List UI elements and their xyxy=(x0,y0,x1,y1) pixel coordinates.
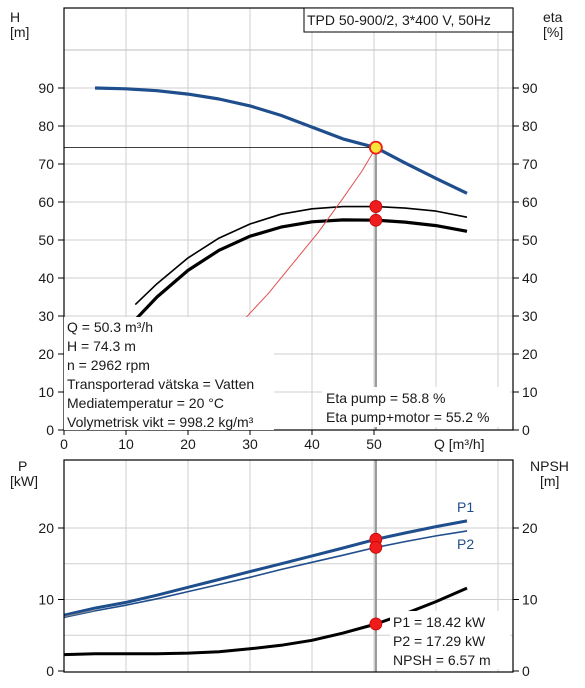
h-tick-label-70: 70 xyxy=(38,156,54,172)
eta-axis-symbol: eta xyxy=(543,9,563,25)
P2-curve xyxy=(63,530,468,619)
eta-line-1: Eta pump+motor = 55.2 % xyxy=(326,409,489,425)
npsh-axis-symbol: NPSH xyxy=(530,458,569,474)
h-tick-label-0: 0 xyxy=(46,422,54,438)
bottom-info-line-0: P1 = 18.42 kW xyxy=(393,614,486,630)
eta-pump-point xyxy=(369,200,383,213)
title-box xyxy=(303,7,514,33)
h-tick-label-80: 80 xyxy=(38,118,54,134)
bottom-info-line-2: NPSH = 6.57 m xyxy=(393,652,491,668)
h-tick-label-90: 90 xyxy=(38,80,54,96)
npsh-tick-label-0: 0 xyxy=(522,663,530,679)
p2-point xyxy=(369,540,383,554)
title-box-text: TPD 50-900/2, 3*400 V, 50Hz xyxy=(307,12,491,28)
eta-tick-label-60: 60 xyxy=(522,194,538,210)
eta-tick-label-70: 70 xyxy=(522,156,538,172)
info-line-5: Volymetrisk vikt = 998.2 kg/m³ xyxy=(67,414,254,430)
bottom-info-line-1: P2 = 17.29 kW xyxy=(393,633,486,649)
info-line-2: n = 2962 rpm xyxy=(67,357,150,373)
p-tick-label-0: 0 xyxy=(46,663,54,679)
eta-tick-label-80: 80 xyxy=(522,118,538,134)
p-axis-symbol: P xyxy=(18,458,27,474)
p-tick-label-20: 20 xyxy=(38,520,54,536)
npsh-axis-unit: [m] xyxy=(540,473,559,489)
h-axis-symbol: H xyxy=(10,9,20,25)
npsh-tick-label-10: 10 xyxy=(522,592,538,608)
eta-tick-label-90: 90 xyxy=(522,80,538,96)
eta-pump-motor-curve xyxy=(134,218,468,321)
eta-axis-unit: [%] xyxy=(543,24,563,40)
h-tick-label-30: 30 xyxy=(38,308,54,324)
info-box xyxy=(64,317,274,430)
p-start-line xyxy=(63,609,96,618)
x-axis-label: Q [m³/h] xyxy=(434,436,485,452)
top-plot-frame xyxy=(63,7,514,431)
x-tick-label-20: 20 xyxy=(180,436,196,452)
bottom-plot-frame xyxy=(63,459,514,673)
bottom-info-box xyxy=(390,611,510,669)
p-tick-label-10: 10 xyxy=(38,592,54,608)
x-tick-label-50: 50 xyxy=(366,436,382,452)
x-tick-label-40: 40 xyxy=(304,436,320,452)
eta-pump-curve xyxy=(134,205,468,306)
eta-tick-label-0: 0 xyxy=(522,422,530,438)
eta-line-0: Eta pump = 58.8 % xyxy=(326,390,445,406)
eta-tick-label-30: 30 xyxy=(522,308,538,324)
npsh-point xyxy=(369,617,383,631)
h-tick-label-20: 20 xyxy=(38,346,54,362)
info-line-1: H = 74.3 m xyxy=(67,338,136,354)
eta-tick-label-20: 20 xyxy=(522,346,538,362)
info-line-0: Q = 50.3 m³/h xyxy=(67,319,153,335)
system-curve xyxy=(243,147,377,321)
eta-tick-label-10: 10 xyxy=(522,384,538,400)
P1-series-label: P1 xyxy=(457,499,474,515)
P2-series-label: P2 xyxy=(457,536,474,552)
h-tick-label-10: 10 xyxy=(38,384,54,400)
h-tick-label-60: 60 xyxy=(38,194,54,210)
head-operating-point xyxy=(368,140,383,155)
P1-curve xyxy=(63,519,468,617)
h-tick-label-40: 40 xyxy=(38,270,54,286)
info-line-4: Mediatemperatur = 20 °C xyxy=(67,395,224,411)
info-line-3: Transporterad vätska = Vatten xyxy=(67,376,254,392)
x-tick-label-10: 10 xyxy=(118,436,134,452)
x-tick-label-0: 0 xyxy=(60,436,68,452)
eta-pump-motor-point xyxy=(369,213,383,227)
npsh-tick-label-20: 20 xyxy=(522,520,538,536)
eta-box xyxy=(322,387,510,427)
h-tick-label-50: 50 xyxy=(38,232,54,248)
h-axis-unit: [m] xyxy=(10,24,29,40)
eta-tick-label-40: 40 xyxy=(522,270,538,286)
p-axis-unit: [kW] xyxy=(10,473,38,489)
x-tick-label-30: 30 xyxy=(242,436,258,452)
eta-tick-label-50: 50 xyxy=(522,232,538,248)
head-curve xyxy=(94,86,468,195)
